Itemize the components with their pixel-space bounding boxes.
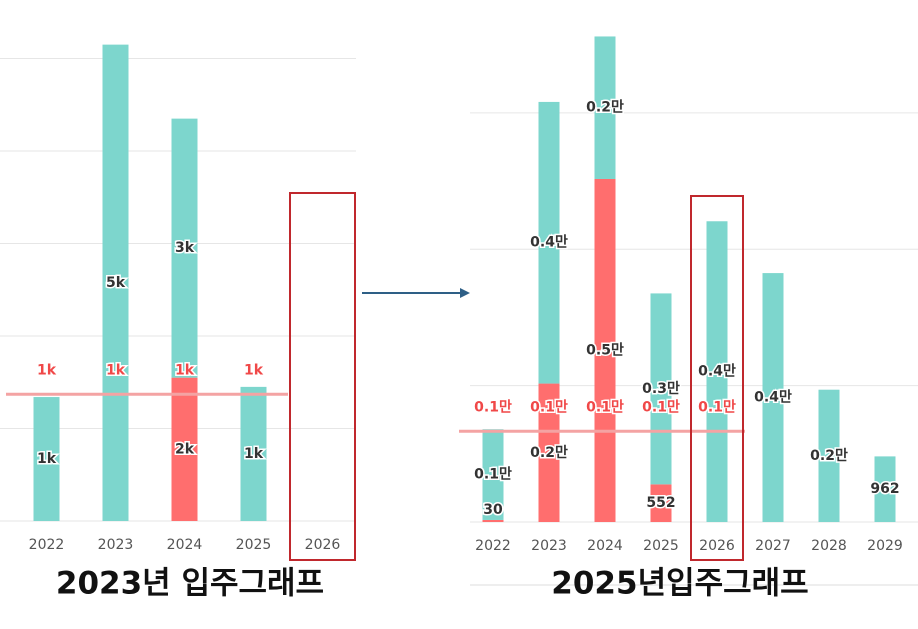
- value-label: 2k: [175, 441, 195, 457]
- value-label: 0.2만: [586, 100, 624, 116]
- x-tick-label: 2022: [475, 538, 511, 554]
- value-label: 0.3만: [642, 381, 680, 397]
- line-label: 0.1만: [642, 399, 680, 415]
- bar-segment: [102, 44, 129, 521]
- bar-segment: [240, 386, 267, 521]
- x-tick-label: 2026: [699, 538, 735, 554]
- value-label: 1k: [244, 446, 264, 462]
- value-label: 962: [870, 481, 899, 497]
- line-label: 1k: [37, 362, 57, 378]
- value-label: 1k: [37, 451, 57, 467]
- value-label: 30: [483, 502, 503, 518]
- arrow-head: [460, 288, 470, 298]
- bar-segment: [874, 456, 896, 522]
- value-label: 0.2만: [530, 445, 568, 461]
- bar-segment: [482, 519, 504, 522]
- chart-title: 2023년 입주그래프: [56, 566, 324, 602]
- line-label: 0.1만: [530, 399, 568, 415]
- line-label: 0.1만: [586, 399, 624, 415]
- chart-title: 2025년입주그래프: [551, 566, 808, 602]
- bar-segment: [171, 118, 198, 378]
- value-label: 0.4만: [698, 364, 736, 380]
- x-tick-label: 2024: [587, 538, 623, 554]
- bar-segment: [538, 383, 560, 522]
- bar-segment: [594, 36, 616, 179]
- x-tick-label: 2026: [305, 537, 341, 553]
- x-tick-label: 2029: [867, 538, 903, 554]
- x-tick-label: 2022: [29, 537, 65, 553]
- x-tick-label: 2028: [811, 538, 847, 554]
- value-label: 5k: [106, 275, 126, 291]
- bar-segment: [33, 397, 60, 521]
- bar-segment: [818, 389, 840, 522]
- bar-segment: [762, 273, 784, 522]
- x-tick-label: 2023: [531, 538, 567, 554]
- line-label: 1k: [175, 362, 195, 378]
- x-tick-label: 2023: [98, 537, 134, 553]
- x-tick-label: 2024: [167, 537, 203, 553]
- line-label: 0.1만: [698, 399, 736, 415]
- line-label: 1k: [244, 362, 264, 378]
- bar-segment: [650, 293, 672, 485]
- x-tick-label: 2027: [755, 538, 791, 554]
- value-label: 552: [646, 495, 675, 511]
- bar-segment: [482, 429, 504, 520]
- bar-segment: [650, 484, 672, 522]
- line-label: 0.1만: [474, 399, 512, 415]
- highlight-box: [690, 195, 744, 561]
- line-label: 1k: [106, 362, 126, 378]
- value-label: 3k: [175, 240, 195, 256]
- bar-segment: [538, 101, 560, 384]
- x-tick-label: 2025: [236, 537, 272, 553]
- value-label: 0.5만: [586, 342, 624, 358]
- bar-segment: [594, 178, 616, 523]
- value-label: 0.1만: [474, 467, 512, 483]
- value-label: 0.4만: [530, 235, 568, 251]
- bar-segment: [171, 377, 198, 521]
- highlight-box: [289, 192, 356, 561]
- value-label: 0.2만: [810, 448, 848, 464]
- value-label: 0.4만: [754, 390, 792, 406]
- x-tick-label: 2025: [643, 538, 679, 554]
- bar-segment: [706, 221, 728, 522]
